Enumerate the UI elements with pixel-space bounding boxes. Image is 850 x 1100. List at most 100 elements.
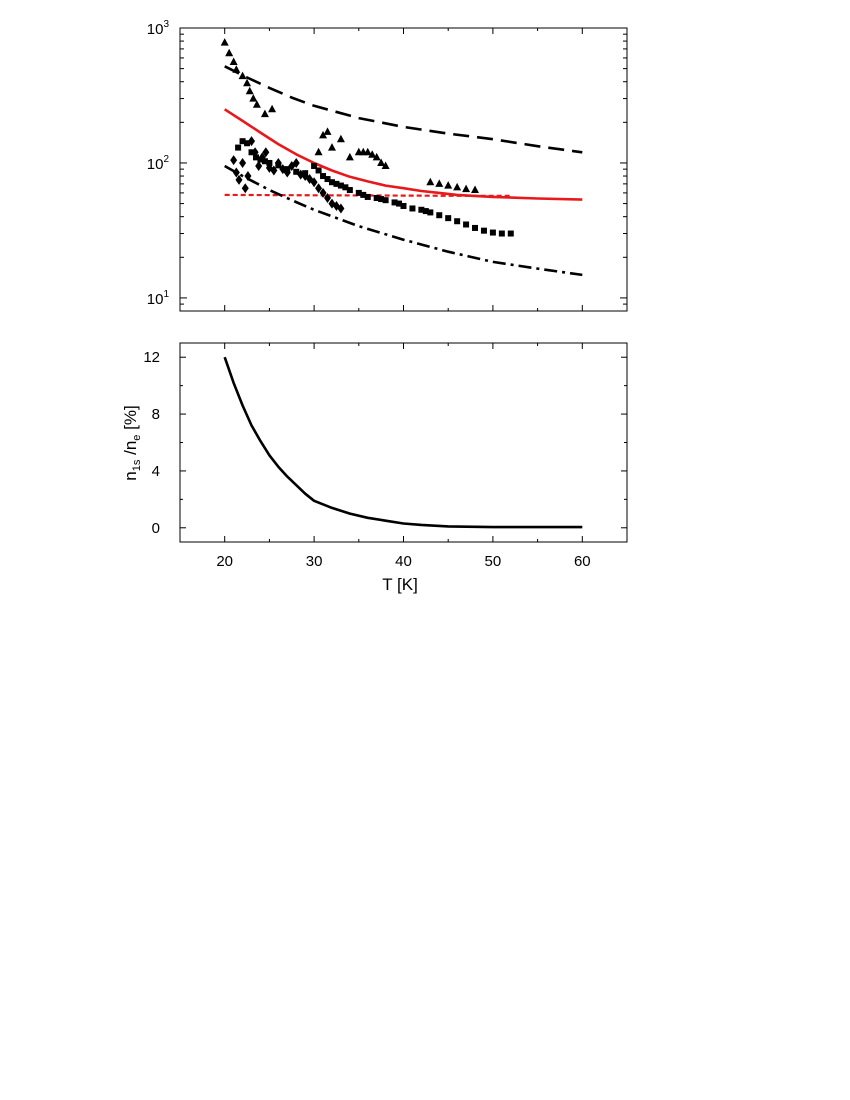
series-line-dotted xyxy=(224,193,511,197)
square-marker xyxy=(311,162,318,169)
triangle-marker xyxy=(336,134,345,143)
y-axis-title-slash: /n xyxy=(121,441,140,460)
diamond-marker xyxy=(239,157,247,168)
bottom-series-group xyxy=(223,356,583,529)
y-tick-label-exponent: 2 xyxy=(163,154,169,165)
y-tick-label-base: 10 xyxy=(147,156,164,173)
y-tick-label-base: 10 xyxy=(147,291,164,308)
triangle-marker xyxy=(327,143,336,151)
diamond-marker xyxy=(235,174,243,185)
square-marker xyxy=(324,176,331,183)
y-tick-label: 101 xyxy=(147,289,170,308)
square-marker xyxy=(257,156,264,163)
top-axis-ticks xyxy=(179,27,628,312)
triangle-marker xyxy=(377,158,386,166)
triangle-marker xyxy=(444,181,453,189)
triangle-marker xyxy=(245,86,254,95)
square-marker xyxy=(293,168,300,175)
triangle-marker xyxy=(426,177,435,186)
square-marker xyxy=(342,184,349,191)
triangle-marker xyxy=(368,150,377,158)
diamond-marker xyxy=(319,187,327,198)
y-tick-label: 0 xyxy=(152,520,160,537)
y-axis-title-sub-e: e xyxy=(131,435,143,441)
square-marker xyxy=(507,230,514,237)
triangle-marker xyxy=(319,130,328,139)
y-axis-title: n1s /ne [%] xyxy=(121,405,143,480)
x-tick-label: 30 xyxy=(306,553,323,570)
square-marker xyxy=(302,170,309,177)
diamond-marker xyxy=(262,147,270,158)
triangle-marker xyxy=(225,48,234,57)
triangle-marker xyxy=(462,184,471,193)
diamond-marker xyxy=(255,160,263,171)
bottom-x-tick-labels: 20 30 40 50 60 xyxy=(216,553,590,570)
bottom-plot-frame xyxy=(179,342,628,543)
triangle-marker xyxy=(363,147,372,156)
triangle-marker xyxy=(323,127,332,135)
square-marker xyxy=(360,191,367,198)
square-marker xyxy=(320,173,327,180)
diamond-marker xyxy=(324,193,332,204)
y-axis-title-sub-1s: 1s xyxy=(131,459,143,471)
triangle-marker xyxy=(314,147,323,156)
square-marker xyxy=(364,193,371,200)
square-marker xyxy=(489,229,496,236)
triangle-marker xyxy=(238,71,247,80)
square-marker xyxy=(382,197,389,204)
x-tick-label: 60 xyxy=(574,553,591,570)
bottom-axis-ticks xyxy=(179,343,628,542)
y-tick-label: 12 xyxy=(143,349,160,366)
diamond-marker xyxy=(310,177,318,188)
square-marker xyxy=(436,212,443,219)
square-marker xyxy=(400,202,407,209)
square-marker xyxy=(396,200,403,207)
y-tick-label-exponent: 1 xyxy=(163,289,169,300)
triangle-marker xyxy=(268,104,277,113)
series-line-dashed xyxy=(224,65,583,154)
triangle-marker xyxy=(232,65,241,73)
y-tick-label: 103 xyxy=(147,19,170,38)
square-marker xyxy=(333,180,340,187)
top-plot-frame xyxy=(179,27,628,312)
bottom-y-tick-labels: 0 4 8 12 xyxy=(143,349,160,537)
square-marker xyxy=(275,162,282,169)
square-marker xyxy=(244,140,251,147)
triangle-marker xyxy=(453,182,462,191)
diamond-marker xyxy=(292,157,300,168)
square-marker xyxy=(337,182,344,189)
square-marker xyxy=(373,195,380,202)
diamond-marker xyxy=(230,155,238,166)
bottom-plot-panel: 0 4 8 12 20 30 40 50 60 T [K] n1s /ne [%] xyxy=(121,342,628,594)
x-tick-label: 50 xyxy=(485,553,502,570)
triangle-marker xyxy=(372,152,381,161)
triangle-marker xyxy=(381,161,390,169)
diamond-marker xyxy=(241,183,249,194)
y-tick-label-base: 10 xyxy=(147,21,164,38)
triangle-marker xyxy=(229,57,238,65)
y-axis-title-unit: [%] xyxy=(121,405,140,434)
square-marker xyxy=(346,187,353,194)
square-marker xyxy=(261,158,268,165)
square-marker xyxy=(427,209,434,216)
series-line-solid xyxy=(223,356,583,529)
square-marker xyxy=(248,149,255,156)
square-marker xyxy=(235,144,242,151)
triangle-marker xyxy=(260,109,269,118)
square-marker xyxy=(422,208,429,215)
diamond-marker xyxy=(315,183,323,194)
square-marker xyxy=(480,227,487,234)
square-marker xyxy=(391,199,398,206)
square-marker xyxy=(498,230,505,237)
square-marker xyxy=(418,206,425,213)
triangle-marker xyxy=(435,179,444,187)
square-marker xyxy=(463,221,470,228)
diamond-marker xyxy=(244,171,252,182)
square-marker xyxy=(239,138,246,145)
square-marker xyxy=(409,205,416,212)
diamond-marker xyxy=(337,203,345,214)
triangle-marker xyxy=(249,94,258,102)
triangle-marker xyxy=(252,100,261,108)
